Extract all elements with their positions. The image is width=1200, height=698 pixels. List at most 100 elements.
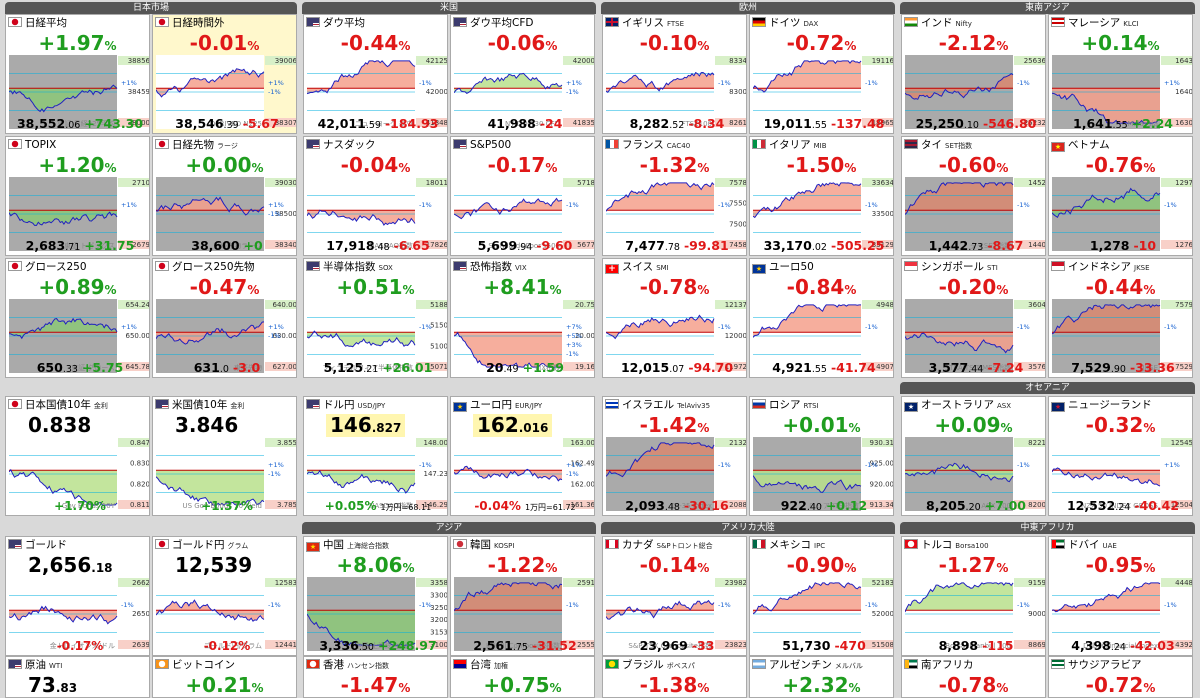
market-card-vietnam[interactable]: ★ ベトナム -0.76% 1297 1276 -1% 1,278 -10 bbox=[1048, 136, 1193, 256]
price-chart[interactable]: 12137 12000 11972 -1% bbox=[606, 299, 747, 373]
price-chart[interactable]: 25636 25232 -1% bbox=[905, 55, 1046, 129]
price-chart[interactable]: Gov Bonds 10Y 0.847 0.830 0.820 0.811 bbox=[9, 437, 150, 511]
price-chart[interactable]: ロシアRTSI指数 930.31 925.00 920.00 913.34 -1% bbox=[753, 437, 894, 511]
price-chart[interactable]: STRAITS TIMES指数 3604 3576 -1% bbox=[905, 299, 1046, 373]
price-chart[interactable]: DERIVED N225 39006 38307 +1%-1% bbox=[156, 55, 297, 129]
level-label: 33129 bbox=[872, 241, 894, 249]
price-chart[interactable]: NASDAQ指数 18011 17826 -1% bbox=[307, 177, 448, 251]
market-card-nikkei[interactable]: 日経平均 +1.97% 東証 日経225平均 38856 38459 38000 +1% 38… bbox=[5, 14, 150, 134]
market-card-klci[interactable]: マレーシア KLCI +0.14% Malaysia 1643 1640 1630 +1% 1,… bbox=[1048, 14, 1193, 134]
market-card-btc[interactable]: ビットコイン +0.21% bbox=[152, 656, 297, 698]
index-name: 台湾 bbox=[470, 659, 491, 671]
price-chart[interactable]: 日経先物ラージ 39030 38500 38340 +1%-1% bbox=[156, 177, 297, 251]
price-chart[interactable]: Borsa Istanbul 100 9159 9000 8869 -1% bbox=[905, 577, 1046, 651]
level-label-bg bbox=[1014, 438, 1045, 447]
market-card-ipc[interactable]: メキシコ IPC -0.90% 52183 52000 51508 -1% 51,730 -47… bbox=[749, 536, 894, 656]
market-card-hangseng[interactable]: 香港 ハンセン指数 -1.47% bbox=[303, 656, 448, 698]
market-card-taiwan[interactable]: 台湾 加権 +0.75% bbox=[450, 656, 595, 698]
market-card-sp500[interactable]: S&P500 -0.17% Standard&Poor's500 5718 5677 -1… bbox=[450, 136, 595, 256]
market-card-growth250-fut[interactable]: グロース250先物 -0.47% 東証先物 640.00 630.00 627.00 +1%… bbox=[152, 258, 297, 378]
price-chart[interactable]: Standard&Poor's500 5718 5677 -1% bbox=[454, 177, 595, 251]
price-chart[interactable]: 19116 18965 -1% bbox=[753, 55, 894, 129]
price-chart[interactable]: 中国 上海総合指数 3358 3300 3250 3200 3153 3100 -1% bbox=[307, 577, 448, 651]
price-chart[interactable]: 4948 4907 -1% bbox=[753, 299, 894, 373]
market-card-gold[interactable]: ゴールド 2,656.18 金トロイオンス/ドル 2662 2650 2639 -1% -0.… bbox=[5, 536, 150, 656]
market-card-argentina[interactable]: アルゼンチン メルバル +2.32% bbox=[749, 656, 894, 698]
price-change: -8.67 bbox=[987, 238, 1024, 253]
price-chart[interactable]: 金トロイオンス/ドル 2662 2650 2639 -1% bbox=[9, 577, 150, 651]
price-chart[interactable]: ASX 200 8221 8200 -1% bbox=[905, 437, 1046, 511]
flag-icon bbox=[752, 659, 766, 669]
price-chart[interactable]: 東証 トピックス 2710 2679 +1% bbox=[9, 177, 150, 251]
price-chart[interactable]: タイSET指数 1452 1440 -1% bbox=[905, 177, 1046, 251]
market-card-jkse[interactable]: インドネシア JKSE -0.44% JKSE 7579 7529 -1% 7,529.90-… bbox=[1048, 258, 1193, 378]
market-card-borsa100[interactable]: トルコ Borsa100 -1.27% Borsa Istanbul 100 9159 9… bbox=[901, 536, 1046, 656]
price-chart[interactable]: FTSE100 8334 8300 8261 -1% bbox=[606, 55, 747, 129]
market-card-usdjpy[interactable]: ドル円 USD/JPY 146.827 NASDAQ指数 148.00 147.23 146… bbox=[303, 396, 448, 516]
market-card-ta35[interactable]: イスラエル TelAviv35 -1.42% TA-35 Index 2132 2088-… bbox=[602, 396, 747, 516]
price-chart[interactable]: 1297 1276 -1% bbox=[1052, 177, 1193, 251]
market-card-brazil[interactable]: ブラジル ボベスパ -1.38% bbox=[602, 656, 747, 698]
price-chart[interactable]: NASDAQ指数 148.00 147.23 146.29 -1% bbox=[307, 437, 448, 511]
price-change: -10 bbox=[1133, 238, 1157, 253]
market-card-shanghai[interactable]: ★ 中国 上海総合指数 +8.06% 中国 上海総合指数 3358 3300 3250 3200… bbox=[303, 536, 448, 656]
market-card-set[interactable]: タイ SET指数 -0.60% タイSET指数 1452 1440 -1% 1,442.73-… bbox=[901, 136, 1046, 256]
market-card-ust10[interactable]: 米国債10年 金利 3.846 US Gov Bonds 10 Yield 3.855 3… bbox=[152, 396, 297, 516]
price-chart[interactable]: 東証 日経225平均 38856 38459 38000 +1% bbox=[9, 55, 150, 129]
price-chart[interactable]: NZX 50 INDEX GROSS 12545 12504 +1% bbox=[1052, 437, 1193, 511]
market-card-dow[interactable]: ダウ平均 -0.44% ニューヨーク ダウ 42125 42000 41848 -1% 42,… bbox=[303, 14, 448, 134]
market-card-kospi[interactable]: 韓国 KOSPI -1.22% KOSPI Composite指数 2591 2555 -1… bbox=[450, 536, 595, 656]
market-card-nzx[interactable]: ★ ニュージーランド -0.32% NZX 50 INDEX GROSS 12545 12… bbox=[1048, 396, 1193, 516]
price-chart[interactable]: ゴールド円/グラム 12583 12441 -1% bbox=[156, 577, 297, 651]
price-chart[interactable]: 52183 52000 51508 -1% bbox=[753, 577, 894, 651]
market-card-nikkei-ext[interactable]: 日経時間外 -0.01% DERIVED N225 39006 38307 +1% -1% 3… bbox=[152, 14, 297, 134]
price-chart[interactable]: US Gov Bonds 10 Yield 3.855 3.785 +1%-1% bbox=[156, 437, 297, 511]
price-chart[interactable]: TA-35 Index 2132 2088 -1% bbox=[606, 437, 747, 511]
price-chart[interactable]: Malaysia 1643 1640 1630 +1% bbox=[1052, 55, 1193, 129]
price-chart[interactable]: JKSE 7579 7529 -1% bbox=[1052, 299, 1193, 373]
market-card-nifty[interactable]: インド Nifty -2.12% 25636 25232 -1% 25,250.10 -546… bbox=[901, 14, 1046, 134]
market-card-sti[interactable]: シンガポール STI -0.20% STRAITS TIMES指数 3604 3576 -1… bbox=[901, 258, 1046, 378]
market-card-nikkei-fut[interactable]: 日経先物 ラージ +0.00% 日経先物ラージ 39030 38500 38340 +1% -1… bbox=[152, 136, 297, 256]
price-int: 650 bbox=[36, 360, 63, 375]
market-card-mib[interactable]: イタリア MIB -1.50% 33634 33500 33129 -1% 33,170.02… bbox=[749, 136, 894, 256]
market-card-smi[interactable]: + スイス SMI -0.78% 12137 12000 11972 -1% 12,015.07… bbox=[602, 258, 747, 378]
market-card-rtsi[interactable]: ロシア RTSI +0.01% ロシアRTSI指数 930.31 925.00 920.00… bbox=[749, 396, 894, 516]
price-chart[interactable]: KOSPI Composite指数 2591 2555 -1% bbox=[454, 577, 595, 651]
price-chart[interactable]: 163.00 162.49 162.00 161.36 +1%-1% bbox=[454, 437, 595, 511]
price-chart[interactable]: 東証先物 640.00 630.00 627.00 +1%-1% bbox=[156, 299, 297, 373]
market-card-saudi[interactable]: サウジアラビア -0.72% bbox=[1048, 656, 1193, 698]
price-chart[interactable]: NY DOW30 CFD 42000 41835 +1%-1% bbox=[454, 55, 595, 129]
market-card-dow-cfd[interactable]: ダウ平均CFD -0.06% NY DOW30 CFD 42000 41835 +1% -1… bbox=[450, 14, 595, 134]
market-card-gold-jpy[interactable]: ゴールド円 グラム 12,539 ゴールド円/グラム 12583 12441 -1% -0.1… bbox=[152, 536, 297, 656]
market-card-sox[interactable]: 半導体指数 SOX +0.51% フィラデルフィア半導体指数 5188 5150 5100 5… bbox=[303, 258, 448, 378]
market-card-jgb10[interactable]: 日本国債10年 金利 0.838 Gov Bonds 10Y 0.847 0.830 0.8… bbox=[5, 396, 150, 516]
price-change: +26.01 bbox=[382, 360, 433, 375]
market-card-wti[interactable]: 原油 WTI 73.83 bbox=[5, 656, 150, 698]
market-card-vix[interactable]: 恐怖指数 VIX +8.41% VIX指数 20.75 20.00 19.16 +7% +5% +… bbox=[450, 258, 595, 378]
market-card-growth250[interactable]: グロース250 +0.89% 東証 グロース 654.24 650.00 645.78 +1… bbox=[5, 258, 150, 378]
price-chart[interactable]: S&P/TSX Composite指数 23982 23823 -1% bbox=[606, 577, 747, 651]
price-chart[interactable]: VIX指数 20.75 20.00 19.16 +7%+5%+3%-1% bbox=[454, 299, 595, 373]
price-chart[interactable]: 7578 7550 7500 7458 -1% bbox=[606, 177, 747, 251]
level-label: 645.78 bbox=[126, 363, 151, 371]
price-chart[interactable]: 33634 33500 33129 -1% bbox=[753, 177, 894, 251]
market-card-cac40[interactable]: フランス CAC40 -1.32% 7578 7550 7500 7458 -1% 7,477.… bbox=[602, 136, 747, 256]
market-card-ftse[interactable]: イギリス FTSE -0.10% FTSE100 8334 8300 8261 -1% 8,28… bbox=[602, 14, 747, 134]
market-card-uae[interactable]: ドバイ UAE -0.95% Dubai Financial Index 4448 439… bbox=[1048, 536, 1193, 656]
percent-band-label: -1% bbox=[566, 88, 579, 96]
market-card-eurjpy[interactable]: ★ ユーロ円 EUR/JPY 162.016 163.00 162.49 162.00 161… bbox=[450, 396, 595, 516]
price-chart[interactable]: 東証 グロース 654.24 650.00 645.78 +1% bbox=[9, 299, 150, 373]
market-card-euro50[interactable]: ★ ユーロ50 -0.84% 4948 4907 -1% 4,921.55 -41.74 bbox=[749, 258, 894, 378]
market-card-asx[interactable]: ★ オーストラリア ASX +0.09% ASX 200 8221 8200 -1% 8,205… bbox=[901, 396, 1046, 516]
market-card-nasdaq[interactable]: ナスダック -0.04% NASDAQ指数 18011 17826 -1% 17,918.4… bbox=[303, 136, 448, 256]
price-chart[interactable]: フィラデルフィア半導体指数 5188 5150 5100 5071 -1% bbox=[307, 299, 448, 373]
market-card-safrica[interactable]: 南アフリカ -0.78% bbox=[901, 656, 1046, 698]
market-card-tsx[interactable]: カナダ S&Pトロント総合 -0.14% S&P/TSX Composite指数 239… bbox=[602, 536, 747, 656]
price-chart[interactable]: ニューヨーク ダウ 42125 42000 41848 -1% bbox=[307, 55, 448, 129]
price-chart[interactable]: Dubai Financial Index 4448 4392 -1% bbox=[1052, 577, 1193, 651]
flag-icon bbox=[904, 17, 918, 27]
index-name: アルゼンチン bbox=[769, 659, 832, 671]
market-card-dax[interactable]: ドイツ DAX -0.72% 19116 18965 -1% 19,011.55 -137.4… bbox=[749, 14, 894, 134]
market-card-topix[interactable]: TOPIX +1.20% 東証 トピックス 2710 2679 +1% 2,683.71 +3… bbox=[5, 136, 150, 256]
